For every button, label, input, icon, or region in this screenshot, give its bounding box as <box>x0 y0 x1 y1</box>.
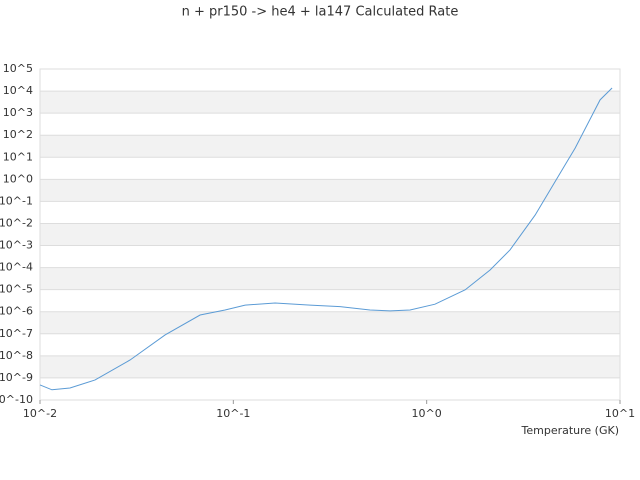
y-tick-label: 10^-3 <box>0 239 33 252</box>
y-tick-label: 10^3 <box>3 106 33 119</box>
x-tick-label: 10^0 <box>412 407 442 420</box>
chart-title: n + pr150 -> he4 + la147 Calculated Rate <box>182 5 459 20</box>
plot-frame <box>39 68 621 401</box>
y-tick-label: 10^5 <box>3 62 33 75</box>
x-tick-label: 10^-1 <box>216 407 250 420</box>
data-line <box>39 87 613 391</box>
y-tick-label: 10^-8 <box>0 349 33 362</box>
x-tick-label: 10^1 <box>605 407 635 420</box>
y-tick-label: 10^-10 <box>0 393 33 406</box>
y-tick-label: 10^4 <box>3 84 33 97</box>
y-tick-label: 10^-5 <box>0 283 33 296</box>
y-tick-label: 10^1 <box>3 150 33 163</box>
x-tick-label: 10^-2 <box>23 407 57 420</box>
x-axis-label: Temperature (GK) <box>521 424 620 437</box>
y-tick-label: 10^-2 <box>0 216 33 229</box>
grid-band <box>40 179 620 202</box>
y-tick-label: 10^-1 <box>0 194 33 207</box>
grid-band <box>40 135 620 158</box>
y-tick-label: 10^-7 <box>0 327 33 340</box>
grid-band <box>40 267 620 290</box>
grid-band <box>40 91 620 114</box>
y-tick-label: 10^-6 <box>0 305 33 318</box>
grid-band <box>40 311 620 334</box>
y-tick-label: 10^0 <box>3 172 33 185</box>
grid-band <box>40 355 620 378</box>
y-tick-label: 10^2 <box>3 128 33 141</box>
y-tick-label: 10^-4 <box>0 261 33 274</box>
grid-band <box>40 223 620 246</box>
grid <box>40 68 620 401</box>
y-tick-label: 10^-9 <box>0 371 33 384</box>
